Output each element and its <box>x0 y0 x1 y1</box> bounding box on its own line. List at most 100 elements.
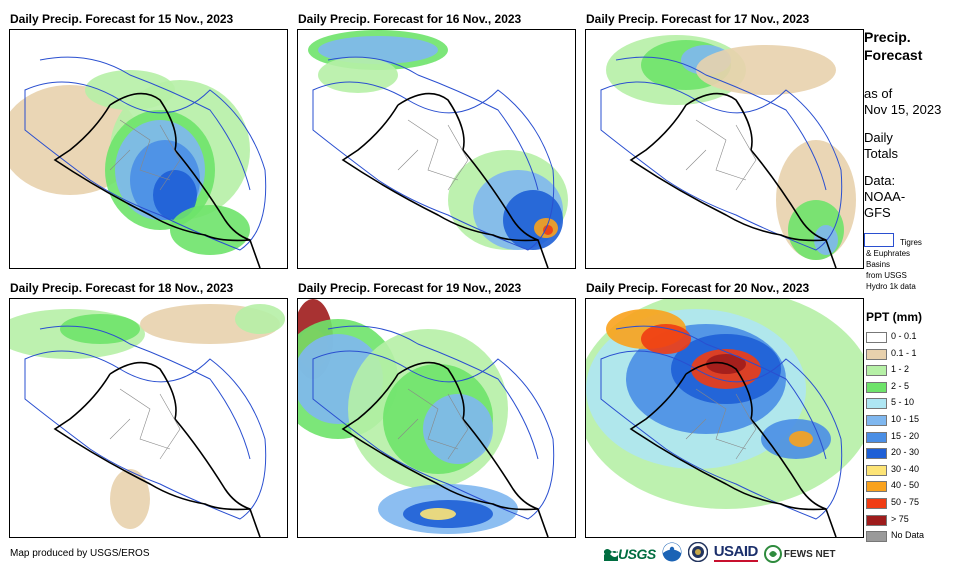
legend-swatch <box>866 332 887 343</box>
sidebar-asof: as of Nov 15, 2023 <box>864 86 941 118</box>
admin-boundary <box>109 388 181 460</box>
country-boundary <box>341 361 549 537</box>
map-panel-nov-19 <box>297 298 576 538</box>
map-panel-nov-17 <box>585 29 864 269</box>
panel-title: Daily Precip. Forecast for 19 Nov., 2023 <box>298 281 522 295</box>
legend-swatch <box>866 414 887 426</box>
panel-title: Daily Precip. Forecast for 16 Nov., 2023 <box>298 12 522 26</box>
river-line <box>615 325 827 460</box>
admin-boundary <box>397 388 469 460</box>
basin-boundary <box>600 81 843 251</box>
fewsnet-logo-text: FEWS NET <box>783 548 836 560</box>
legend-label: No Data <box>891 530 925 541</box>
river-line <box>327 56 539 191</box>
legend-swatch <box>866 431 887 443</box>
usgs-logo: USGS <box>604 546 656 562</box>
map-panel-nov-18 <box>9 298 288 538</box>
panel-title: Daily Precip. Forecast for 17 Nov., 2023 <box>586 12 810 26</box>
legend-label: > 75 <box>891 513 909 524</box>
basin-legend-text: Tigres & Euphrates Basins from USGS Hydr… <box>866 237 966 292</box>
basin-boundary <box>312 81 555 251</box>
basin-line: from USGS <box>866 271 907 280</box>
partner-logos: USGS USAID FEWS NET <box>604 540 836 568</box>
precip-area <box>420 508 456 520</box>
river-line <box>327 325 539 460</box>
river-line <box>615 56 827 191</box>
basin-boundary <box>600 350 843 520</box>
legend-label: 0.1 - 1 <box>891 347 917 358</box>
asof-label: as of <box>864 86 893 101</box>
basin-line: Hydro 1k data <box>866 282 916 291</box>
admin-boundary <box>109 119 181 191</box>
asof-date: Nov 15, 2023 <box>864 102 942 117</box>
sidebar-heading-line: Forecast <box>864 47 923 63</box>
sidebar-totals: Daily Totals <box>864 130 898 162</box>
map-credit: Map produced by USGS/EROS <box>10 548 150 559</box>
usaid-underline <box>713 560 758 562</box>
panel-title: Daily Precip. Forecast for 20 Nov., 2023 <box>586 281 810 295</box>
legend-swatch <box>866 497 887 509</box>
legend-swatch <box>866 481 887 493</box>
map-panel-nov-20 <box>585 298 864 538</box>
panel-title: Daily Precip. Forecast for 15 Nov., 2023 <box>10 12 234 26</box>
legend-label: 30 - 40 <box>891 463 920 474</box>
admin-boundary <box>397 119 469 191</box>
precip-area <box>110 469 150 529</box>
basin-boundary <box>24 350 267 520</box>
legend-swatch <box>866 448 887 460</box>
legend-label: 1 - 2 <box>891 364 910 375</box>
country-boundary <box>629 92 837 268</box>
precip-area <box>318 57 398 93</box>
totals-line: Daily <box>864 130 893 145</box>
basin-boundary <box>312 350 555 520</box>
precip-area <box>788 200 844 260</box>
country-boundary <box>341 92 549 268</box>
precip-area <box>543 225 553 235</box>
precip-area <box>789 431 813 447</box>
precip-area <box>153 170 197 220</box>
sidebar-source: Data: NOAA- GFS <box>864 173 905 221</box>
country-boundary <box>53 92 261 268</box>
source-line: GFS <box>864 205 891 220</box>
usaid-logo: USAID <box>713 544 758 562</box>
basin-legend-swatch <box>864 233 894 247</box>
legend-label: 5 - 10 <box>891 397 915 408</box>
map-panel-nov-15 <box>9 29 288 269</box>
legend-label: 40 - 50 <box>891 480 920 491</box>
sidebar-heading-line: Precip. <box>864 29 911 45</box>
dos-seal-logo <box>687 541 708 567</box>
precip-area <box>170 205 250 255</box>
admin-boundary <box>685 119 757 191</box>
source-line: Data: <box>864 173 896 188</box>
basin-boundary <box>24 81 267 251</box>
totals-line: Totals <box>864 146 898 161</box>
legend-label: 10 - 15 <box>891 413 920 424</box>
legend-swatch <box>866 348 887 360</box>
legend-label: 50 - 75 <box>891 496 920 507</box>
country-boundary <box>53 361 261 537</box>
basin-line: Tigres <box>900 238 922 247</box>
legend-label: 15 - 20 <box>891 430 920 441</box>
legend-label: 0 - 0.1 <box>891 331 917 341</box>
source-line: NOAA- <box>864 189 906 204</box>
legend-label: 2 - 5 <box>891 380 910 391</box>
legend-swatch <box>866 531 887 543</box>
legend-label: 20 - 30 <box>891 447 920 458</box>
sidebar-heading: Precip. Forecast <box>864 28 922 64</box>
precip-area <box>696 45 836 95</box>
river-line <box>39 56 251 191</box>
legend-swatch <box>866 381 887 393</box>
precip-area <box>85 70 175 110</box>
usgs-logo-text: USGS <box>618 546 656 562</box>
panel-title: Daily Precip. Forecast for 18 Nov., 2023 <box>10 281 234 295</box>
country-boundary <box>629 361 837 537</box>
river-line <box>39 325 251 460</box>
legend-swatch <box>866 464 887 476</box>
precip-area <box>423 394 493 464</box>
fewsnet-logo: FEWS NET <box>763 545 836 563</box>
precip-area <box>60 314 140 344</box>
legend-swatch <box>866 514 887 526</box>
legend-swatch <box>866 398 887 410</box>
legend-swatch <box>866 365 887 377</box>
ppt-legend-title: PPT (mm) <box>866 310 923 324</box>
